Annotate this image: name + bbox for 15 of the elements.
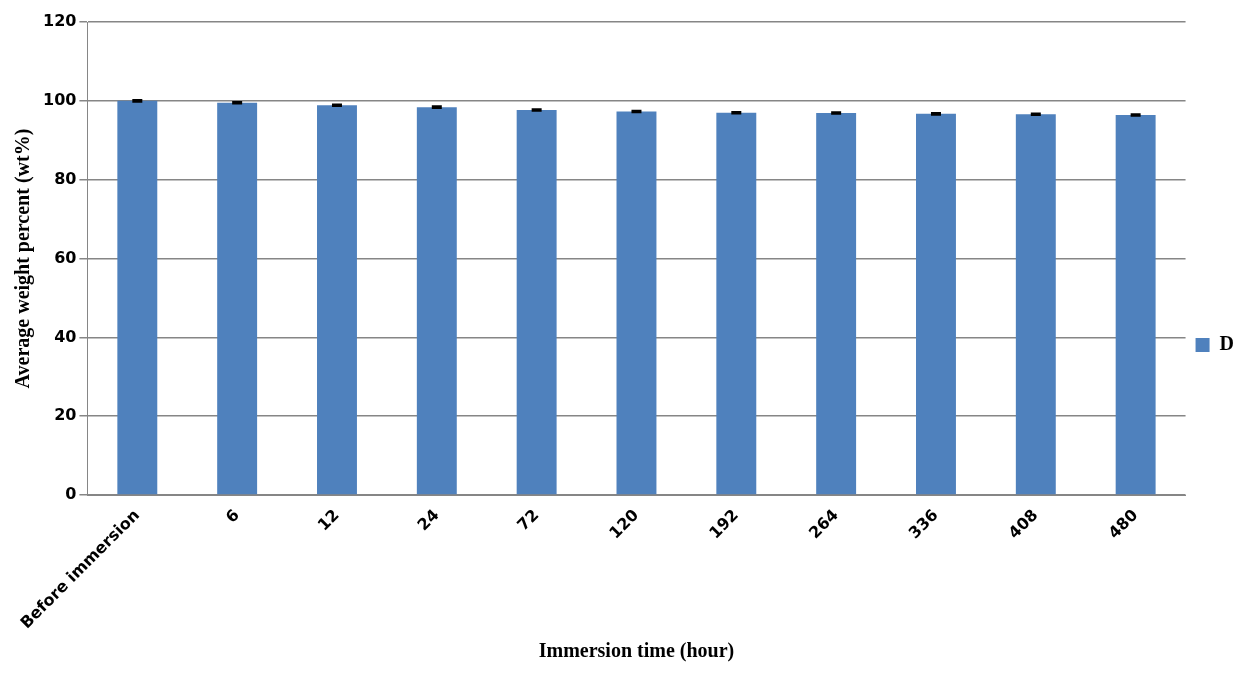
y-axis-title: Average weight percent (wt%) [11, 128, 35, 389]
y-tick-label: 40 [54, 326, 77, 346]
x-axis-title: Immersion time (hour) [538, 639, 735, 663]
x-tick-label: 480 [1104, 505, 1142, 543]
y-tick-label: 100 [42, 90, 77, 110]
y-tick-label: 60 [54, 247, 77, 267]
legend-label: D [1219, 332, 1235, 355]
y-tick-label: 80 [54, 168, 77, 188]
x-tick-label: 12 [313, 505, 343, 535]
y-tick-label: 20 [54, 405, 77, 425]
y-tick-label: 120 [42, 11, 77, 31]
x-tick-label: 24 [413, 505, 443, 535]
y-tick-label: 0 [65, 484, 77, 504]
x-tick-label: 72 [513, 505, 543, 535]
x-tick-label: 6 [221, 505, 243, 527]
